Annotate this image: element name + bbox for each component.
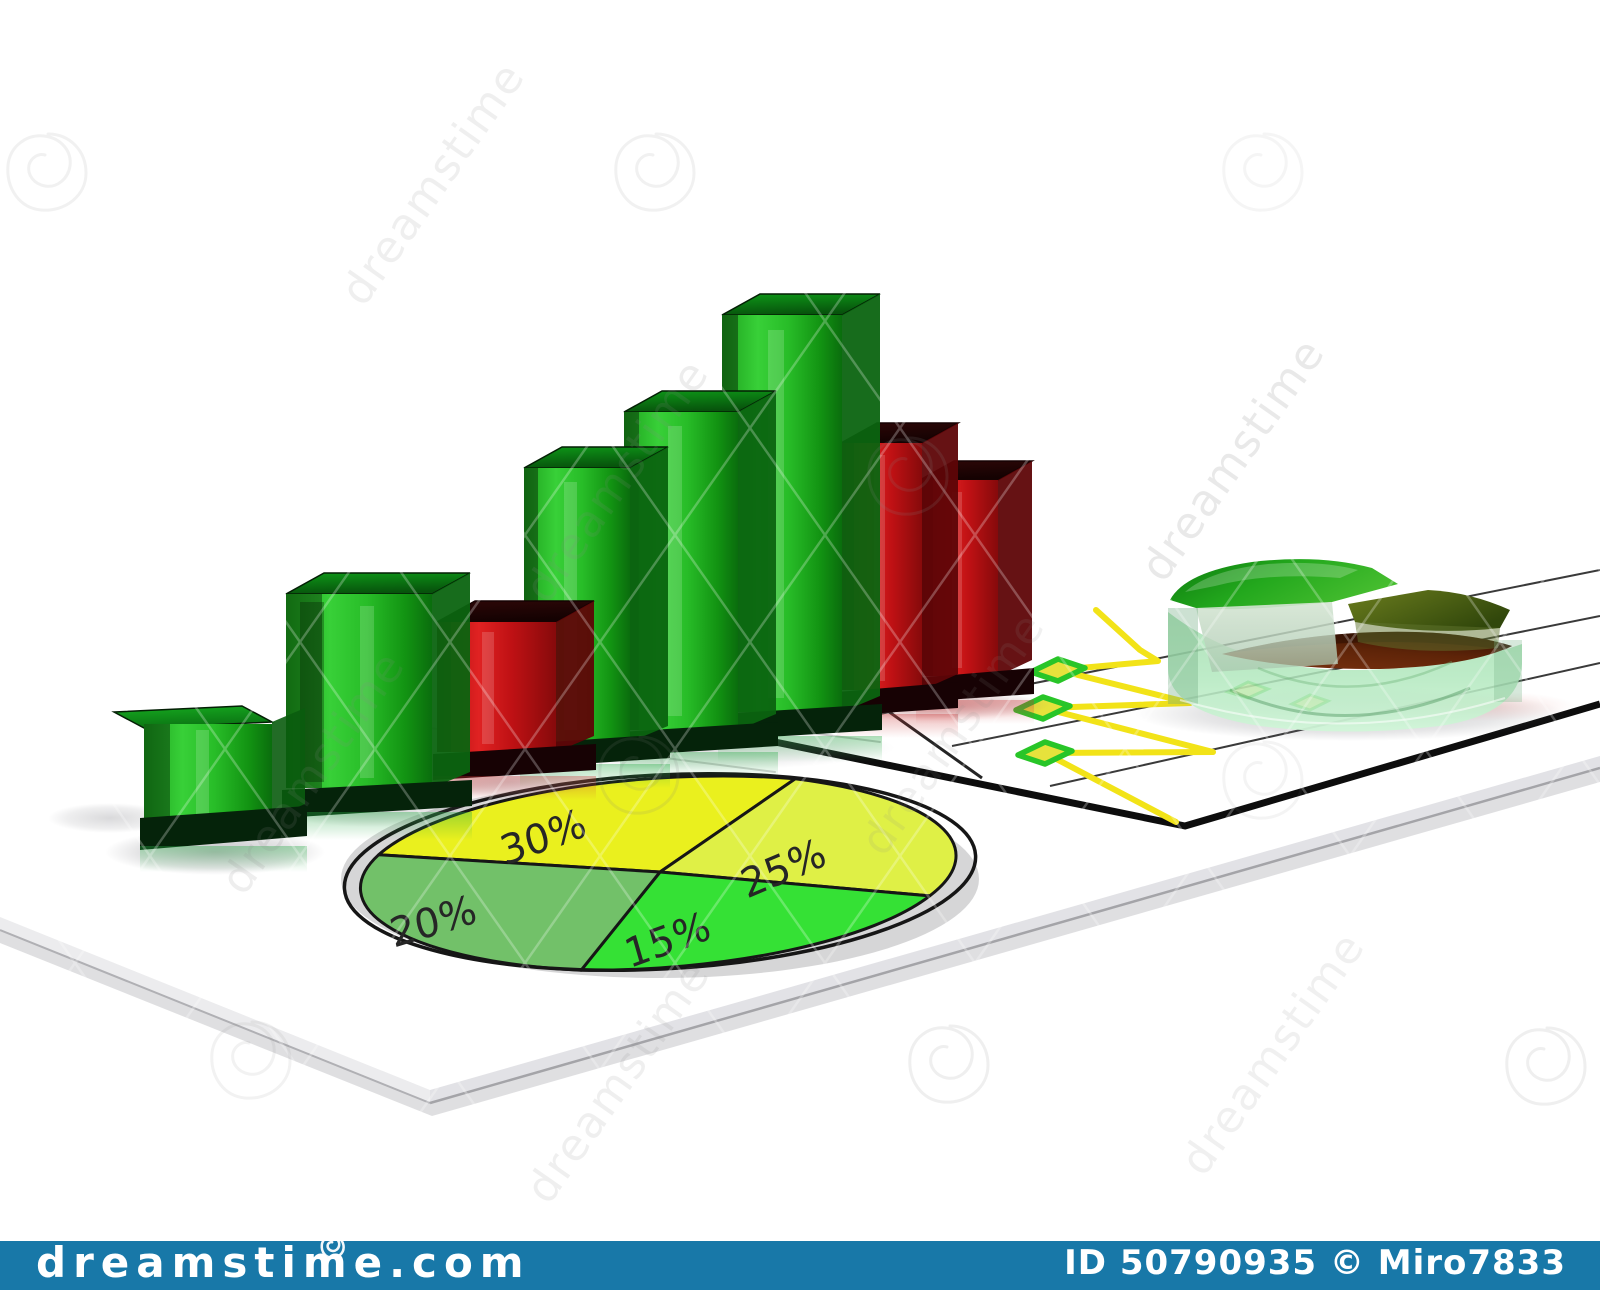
footer-id-text: ID 50790935 © Miro7833 (1064, 1243, 1566, 1283)
footer-bar (0, 1241, 1600, 1290)
footer-site-text: dreamstime.com (36, 1238, 531, 1287)
footer-watermark-bar: dreamstime.com ID 50790935 © Miro7833 (0, 1235, 1600, 1290)
watermark-cross-lines (0, 0, 1600, 1240)
watermark-layer: dreamstime dreamstime dreamstime dreamst… (0, 0, 1600, 1240)
